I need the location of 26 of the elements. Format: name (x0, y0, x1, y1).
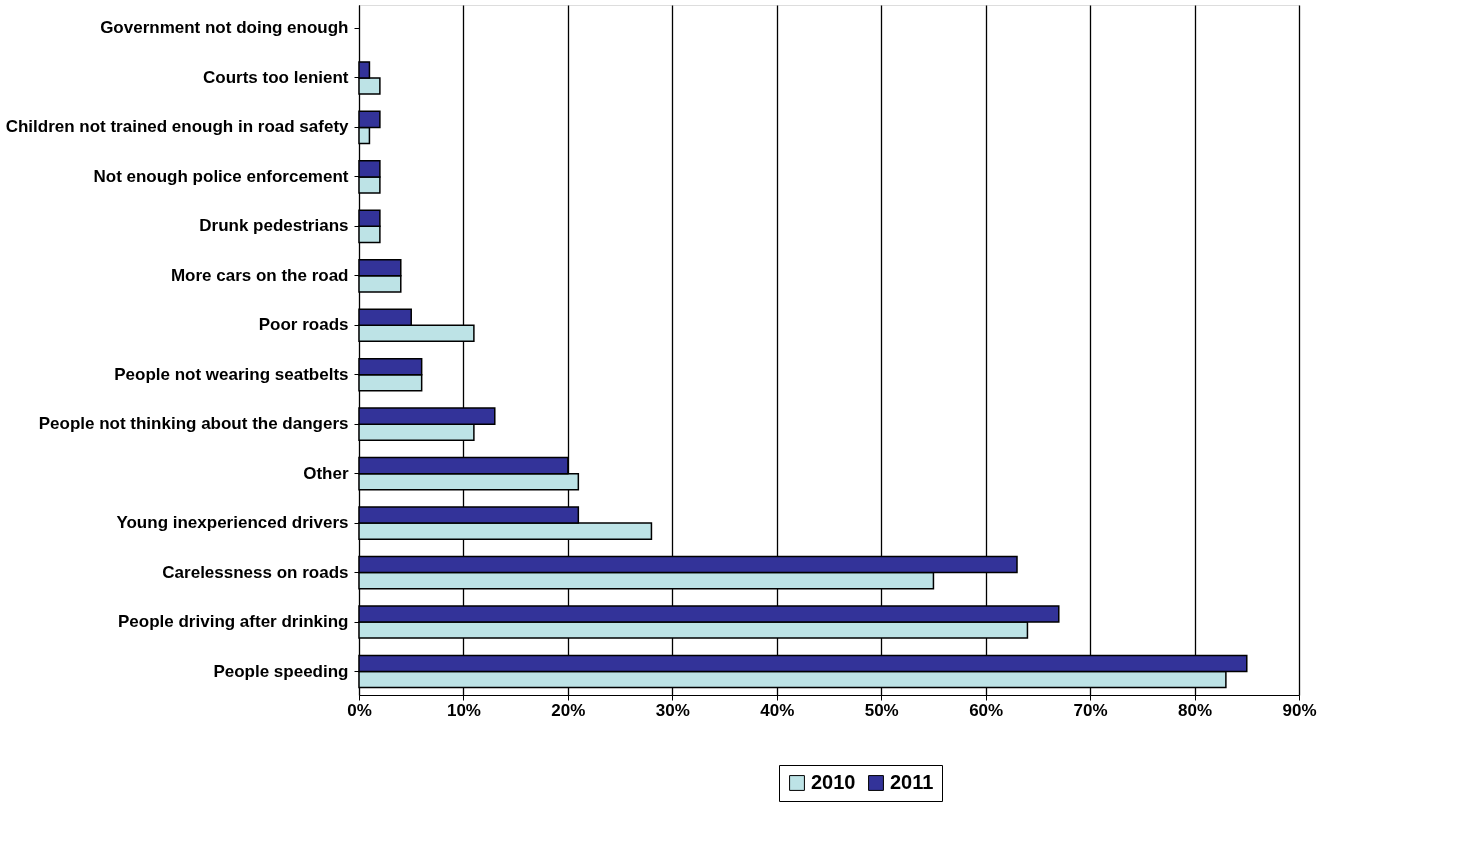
x-tick-label: 70% (1073, 700, 1108, 720)
y-tick-label: Children not trained enough in road safety (5, 117, 350, 137)
x-tick-label: 80% (1178, 700, 1213, 720)
x-tick-label: 90% (1282, 700, 1317, 720)
y-tick-label: Courts too lenient (203, 67, 349, 87)
legend-label: 2011 (890, 771, 934, 793)
y-tick-label: People speeding (213, 661, 349, 681)
y-tick-label: Young inexperienced drivers (116, 513, 349, 533)
x-tick-label: 20% (551, 700, 586, 720)
y-tick-label: Carelessness on roads (162, 562, 349, 582)
x-tick-label: 30% (655, 700, 690, 720)
y-tick-label: People driving after drinking (118, 612, 349, 632)
y-tick-label: People not thinking about the dangers (38, 414, 349, 434)
y-tick-label: Other (303, 463, 349, 483)
x-tick-label: 40% (760, 700, 795, 720)
y-tick-label: Government not doing enough (100, 18, 349, 38)
y-tick-label: People not wearing seatbelts (114, 364, 349, 384)
y-tick-label: Poor roads (258, 315, 349, 335)
x-tick-label: 60% (969, 700, 1004, 720)
y-tick-label: Drunk pedestrians (199, 216, 349, 236)
x-tick-label: 50% (864, 700, 899, 720)
legend-label: 2010 (811, 771, 856, 793)
x-tick-label: 10% (446, 700, 481, 720)
y-tick-label: More cars on the road (170, 265, 349, 285)
y-tick-label: Not enough police enforcement (93, 166, 349, 186)
x-tick-label: 0% (347, 700, 372, 720)
